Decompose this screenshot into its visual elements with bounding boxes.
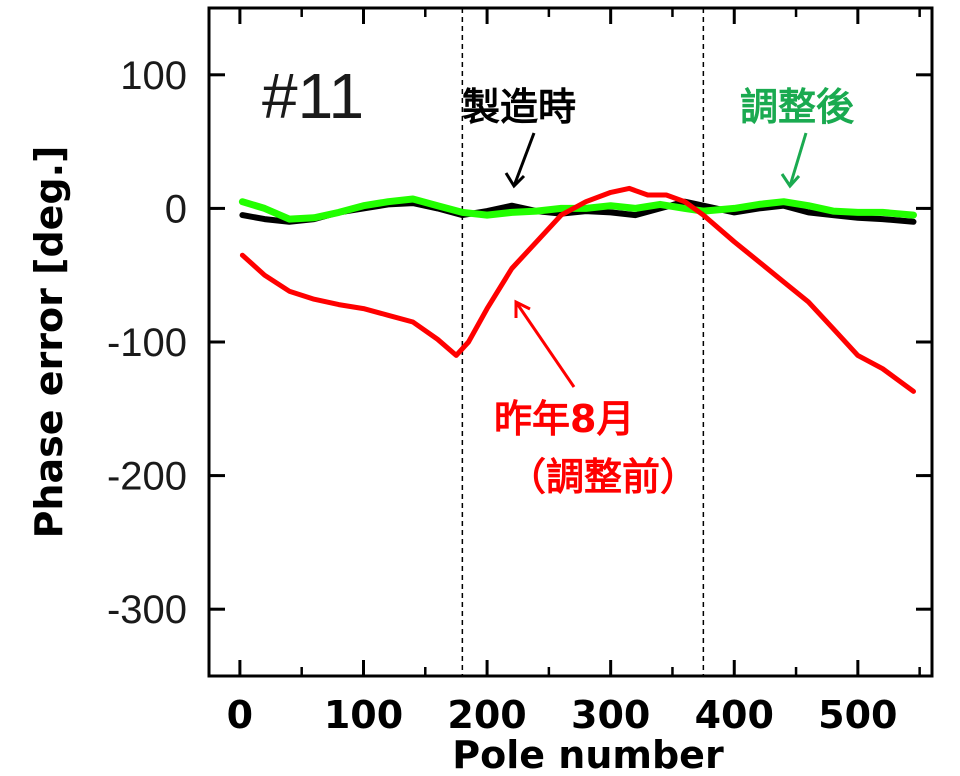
panel-label: #11 [262, 60, 364, 132]
annotation-adjusted: 調整後 [740, 85, 855, 129]
x-tick-label: 0 [227, 693, 253, 737]
x-axis-title: Pole number [452, 733, 724, 776]
x-tick-label: 400 [695, 693, 774, 737]
y-tick-label: -200 [107, 455, 187, 499]
annotation-before-line2: （調整前） [508, 455, 698, 499]
arrow-adjusted [788, 132, 808, 187]
x-axis-ticks: 0 100 200 300 400 500 [227, 8, 921, 737]
x-tick-label: 100 [324, 693, 403, 737]
reference-lines [461, 8, 705, 676]
y-tick-label: -300 [107, 588, 187, 632]
y-axis-ticks: 100 0 -100 -200 -300 [107, 54, 932, 632]
arrow-adjusted-head [780, 173, 801, 189]
arrow-before [514, 301, 576, 388]
x-tick-label: 500 [818, 693, 897, 737]
series-line-adjusted [238, 195, 917, 223]
x-tick-label: 300 [571, 693, 650, 737]
annotation-before-line1: 昨年8月 [494, 397, 634, 441]
y-tick-label: 100 [120, 54, 187, 98]
x-tick-label: 200 [447, 693, 526, 737]
series-line-before [239, 185, 916, 394]
y-tick-label: 0 [165, 187, 187, 231]
y-tick-label: -100 [107, 321, 187, 365]
arrow-manufacture-head [504, 172, 526, 189]
annotation-manufacture: 製造時 [462, 85, 576, 129]
y-axis-title: Phase error [deg.] [27, 146, 71, 539]
data-series [238, 185, 917, 394]
arrow-before-head [514, 299, 531, 318]
arrow-manufacture [512, 132, 536, 187]
